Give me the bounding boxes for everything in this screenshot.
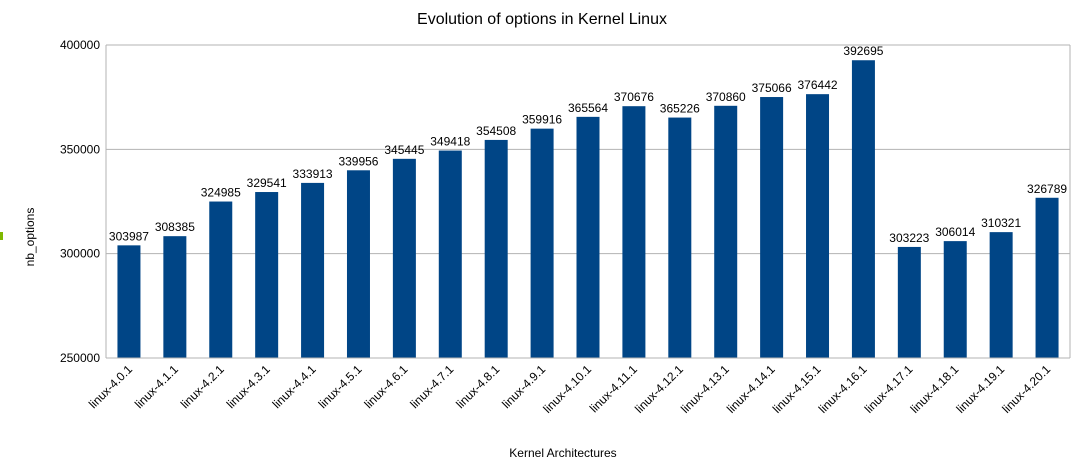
y-tick-label: 400000 (60, 38, 100, 52)
x-tick-label: linux-4.18.1 (908, 362, 962, 416)
bar (851, 60, 875, 358)
data-label: 392695 (843, 44, 883, 58)
x-tick-label: linux-4.6.1 (361, 362, 410, 411)
x-tick-label: linux-4.7.1 (407, 362, 456, 411)
data-label: 375066 (752, 81, 792, 95)
bar (576, 116, 600, 359)
data-label: 333913 (293, 167, 333, 181)
x-tick-label: linux-4.13.1 (678, 362, 732, 416)
bar (438, 150, 462, 358)
data-label: 370676 (614, 90, 654, 104)
bars (117, 60, 1059, 359)
bar (989, 232, 1013, 358)
x-tick-label: linux-4.15.1 (770, 362, 824, 416)
bar (209, 201, 233, 358)
y-tick-label: 250000 (60, 351, 100, 365)
chart-title: Evolution of options in Kernel Linux (417, 11, 667, 28)
bar (163, 236, 187, 358)
y-axis-label: nb_options (23, 208, 37, 267)
x-tick-label: linux-4.0.1 (86, 362, 135, 411)
data-label: 310321 (981, 216, 1021, 230)
data-label: 339956 (338, 154, 378, 168)
data-label: 308385 (155, 220, 195, 234)
data-label: 349418 (430, 135, 470, 149)
x-tick-label: linux-4.19.1 (953, 362, 1007, 416)
x-tick-label: linux-4.1.1 (132, 362, 181, 411)
x-axis-label: Kernel Architectures (509, 446, 616, 460)
bar (530, 128, 554, 358)
bar (117, 245, 141, 358)
data-label: 365226 (660, 102, 700, 116)
data-label: 329541 (247, 176, 287, 190)
data-label: 370860 (706, 90, 746, 104)
y-tick-label: 300000 (60, 247, 100, 261)
x-tick-label: linux-4.16.1 (816, 362, 870, 416)
data-label: 303987 (109, 229, 149, 243)
bar (1035, 197, 1059, 358)
data-label: 359916 (522, 113, 562, 127)
data-label: 303223 (889, 231, 929, 245)
x-tick-label: linux-4.20.1 (999, 362, 1053, 416)
legend-marker (0, 232, 3, 240)
bar (943, 241, 967, 358)
bar (897, 246, 921, 358)
bar (484, 139, 508, 358)
data-label: 354508 (476, 124, 516, 138)
x-tick-label: linux-4.5.1 (316, 362, 365, 411)
x-tick-label: linux-4.12.1 (632, 362, 686, 416)
x-tick-label: linux-4.2.1 (178, 362, 227, 411)
data-label: 324985 (201, 186, 241, 200)
y-tick-label: 350000 (60, 142, 100, 156)
bar (255, 192, 279, 358)
data-label: 306014 (935, 225, 975, 239)
x-tick-label: linux-4.10.1 (540, 362, 594, 416)
x-tick-label: linux-4.8.1 (453, 362, 502, 411)
bar (806, 94, 830, 359)
bar (668, 117, 692, 359)
bar (714, 105, 738, 358)
bar (346, 170, 370, 358)
bar (622, 106, 646, 358)
data-label: 345445 (384, 143, 424, 157)
x-tick-label: linux-4.9.1 (499, 362, 548, 411)
data-label: 326789 (1027, 182, 1067, 196)
data-label: 365564 (568, 101, 608, 115)
x-tick-label: linux-4.3.1 (224, 362, 273, 411)
bar (392, 158, 416, 358)
bar (301, 182, 325, 358)
x-tick-label: linux-4.4.1 (270, 362, 319, 411)
x-tick-label: linux-4.17.1 (862, 362, 916, 416)
axes: 400000 350000 300000 250000 (60, 38, 1071, 365)
x-tick-label: linux-4.14.1 (724, 362, 778, 416)
bar (760, 97, 784, 359)
data-label: 376442 (798, 78, 838, 92)
